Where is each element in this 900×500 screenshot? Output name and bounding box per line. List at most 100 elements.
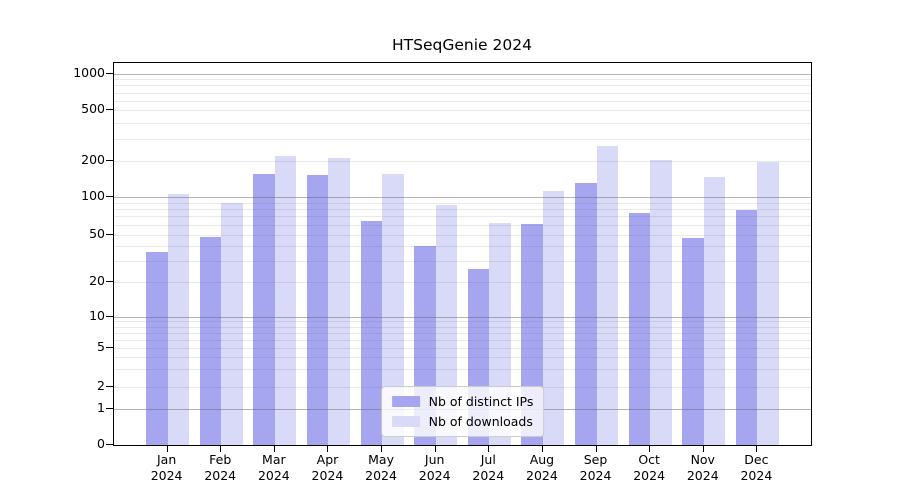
- bar-nb-of-downloads-may-2024: [382, 174, 404, 445]
- x-tick-label-month: Nov: [690, 452, 715, 467]
- x-tick-label-month: Feb: [209, 452, 232, 467]
- bar-nb-of-downloads-dec-2024: [757, 161, 779, 445]
- x-tick-mar-2024: [273, 445, 275, 452]
- gridline-y-30: [114, 261, 811, 263]
- bar-nb-of-distinct-ips-oct-2024: [628, 213, 651, 445]
- x-tick-label-year: 2024: [633, 467, 666, 483]
- x-tick-feb-2024: [220, 445, 222, 452]
- legend-item-distinct-ips: Nb of distinct IPs: [391, 394, 534, 409]
- x-tick-label-year: 2024: [204, 467, 237, 483]
- y-tick-label-2: 2: [97, 377, 105, 393]
- bar-nb-of-distinct-ips-nov-2024: [682, 238, 704, 445]
- y-tick-50: [106, 234, 113, 235]
- x-tick-jul-2024: [488, 445, 490, 452]
- gridline-y-5: [114, 347, 811, 349]
- x-tick-aug-2024: [541, 445, 543, 452]
- x-tick-label-year: 2024: [686, 467, 719, 483]
- gridline-y-600: [114, 100, 811, 102]
- gridline-y-500: [114, 110, 811, 112]
- y-tick-label-0: 0: [97, 436, 105, 451]
- bar-nb-of-downloads-jan-2024: [167, 194, 190, 445]
- x-tick-label-year: 2024: [365, 467, 397, 483]
- x-tick-dec-2024: [756, 445, 758, 452]
- gridline-y-100: [114, 196, 811, 198]
- y-tick-label-20: 20: [89, 273, 105, 288]
- legend-swatch-downloads-icon: [391, 416, 420, 427]
- x-tick-label-month: May: [368, 452, 394, 467]
- gridline-y-800: [114, 85, 811, 87]
- x-tick-label-aug-2024: Aug 2024: [510, 452, 574, 483]
- x-tick-label-month: Apr: [316, 452, 339, 467]
- y-tick-1: [106, 407, 113, 409]
- gridline-y-80: [114, 209, 811, 211]
- x-tick-label-year: 2024: [579, 467, 612, 483]
- y-tick-0: [106, 444, 113, 445]
- gridline-y-900: [114, 79, 811, 81]
- bar-nb-of-downloads-nov-2024: [703, 176, 726, 445]
- x-tick-label-may-2024: May 2024: [349, 452, 413, 483]
- legend-label-downloads: Nb of downloads: [428, 414, 533, 429]
- bar-nb-of-distinct-ips-dec-2024: [735, 210, 758, 445]
- gridline-y-200: [114, 161, 811, 162]
- y-tick-5: [106, 346, 113, 348]
- x-tick-label-year: 2024: [740, 467, 773, 483]
- x-tick-label-jan-2024: Jan 2024: [135, 452, 199, 483]
- bar-nb-of-distinct-ips-apr-2024: [307, 175, 329, 445]
- chart-title: HTSeqGenie 2024: [392, 36, 532, 54]
- bar-nb-of-downloads-apr-2024: [328, 158, 350, 445]
- x-tick-oct-2024: [649, 445, 651, 452]
- x-tick-label-month: Jan: [156, 452, 177, 467]
- x-tick-label-jul-2024: Jul 2024: [456, 452, 520, 483]
- gridline-y-50: [114, 235, 811, 236]
- y-tick-200: [106, 160, 113, 161]
- bar-nb-of-distinct-ips-mar-2024: [253, 174, 275, 445]
- y-tick-label-10: 10: [89, 307, 105, 323]
- x-tick-nov-2024: [702, 445, 704, 452]
- x-tick-label-month: Oct: [638, 452, 660, 467]
- x-tick-jun-2024: [434, 445, 436, 452]
- legend-item-downloads: Nb of downloads: [391, 414, 534, 429]
- x-tick-label-jun-2024: Jun 2024: [403, 452, 467, 483]
- legend-label-distinct-ips: Nb of distinct IPs: [428, 394, 534, 409]
- y-tick-label-200: 200: [81, 152, 105, 167]
- bar-nb-of-downloads-sep-2024: [596, 146, 618, 445]
- gridline-y-70: [114, 216, 811, 218]
- gridline-y-300: [114, 138, 811, 140]
- y-tick-label-1000: 1000: [73, 64, 105, 80]
- x-tick-label-month: Dec: [744, 452, 769, 467]
- gridline-y-40: [114, 246, 811, 248]
- gridline-y-4: [114, 357, 811, 359]
- x-tick-label-year: 2024: [418, 467, 451, 483]
- gridline-y-9: [114, 321, 811, 323]
- gridline-y-1000: [114, 73, 811, 75]
- y-tick-1000: [106, 72, 113, 74]
- x-tick-label-year: 2024: [526, 467, 558, 483]
- x-tick-jan-2024: [166, 445, 168, 452]
- gridline-y-7: [114, 332, 811, 334]
- x-tick-may-2024: [381, 445, 383, 452]
- x-tick-label-month: Sep: [583, 452, 608, 467]
- y-tick-10: [106, 315, 113, 317]
- gridline-y-90: [114, 202, 811, 204]
- gridline-y-60: [114, 224, 811, 226]
- y-tick-100: [106, 195, 113, 197]
- y-tick-label-500: 500: [81, 101, 105, 117]
- y-tick-2: [106, 385, 113, 387]
- y-tick-label-5: 5: [97, 338, 105, 354]
- x-tick-label-month: Aug: [529, 452, 555, 467]
- bar-nb-of-distinct-ips-feb-2024: [199, 237, 222, 445]
- y-tick-20: [106, 281, 113, 282]
- gridline-y-700: [114, 92, 811, 94]
- x-tick-sep-2024: [595, 445, 597, 452]
- y-tick-label-50: 50: [89, 226, 105, 241]
- gridline-y-6: [114, 339, 811, 341]
- x-tick-label-mar-2024: Mar 2024: [242, 452, 306, 483]
- gridline-y-8: [114, 326, 811, 328]
- x-tick-label-year: 2024: [472, 467, 505, 483]
- x-tick-label-nov-2024: Nov 2024: [671, 452, 735, 483]
- legend-swatch-distinct-ips-icon: [391, 396, 420, 407]
- bar-nb-of-distinct-ips-jan-2024: [146, 251, 168, 445]
- plot-area: Nb of distinct IPs Nb of downloads: [113, 62, 812, 446]
- y-tick-500: [106, 109, 113, 111]
